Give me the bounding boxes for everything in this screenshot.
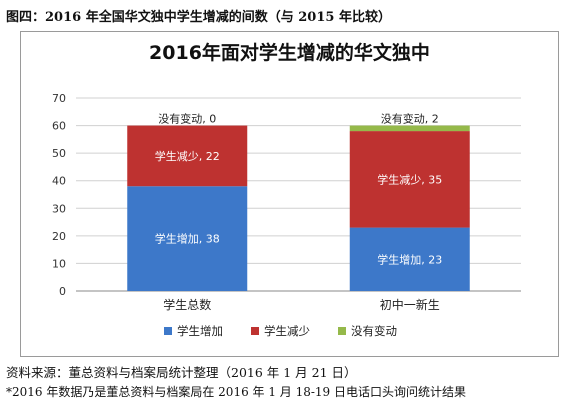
data-label: 学生减少, 35 [377, 172, 442, 186]
y-tick-label: 0 [59, 285, 66, 298]
bar-segment [127, 125, 248, 187]
x-tick-label: 学生总数 [163, 297, 211, 312]
y-tick-label: 20 [52, 230, 66, 243]
data-label: 学生增加, 23 [377, 252, 442, 266]
bar-segment [127, 186, 248, 291]
legend-label: 学生减少 [264, 324, 310, 338]
legend-swatch [338, 327, 346, 335]
legend-label: 学生增加 [177, 324, 223, 338]
y-tick-label: 10 [52, 257, 66, 270]
data-label: 学生减少, 22 [155, 149, 220, 163]
figure-caption: 图四：2016 年全国华文独中学生增减的间数（与 2015 年比较） [6, 10, 391, 25]
data-label: 学生增加, 38 [155, 232, 220, 246]
stacked-bar-chart: 0 10 20 30 40 50 60 70 学生增加, 38 学生减少, 22 没有变动, 0 学生… [52, 92, 521, 338]
footnote: *2016 年数据乃是董总资料与档案局在 2016 年 1 月 18-19 日电… [6, 385, 467, 399]
source-note: 资料来源：董总资料与档案局统计整理（2016 年 1 月 21 日） [6, 365, 357, 380]
y-tick-label: 60 [52, 120, 66, 133]
legend-swatch [164, 327, 172, 335]
data-label: 没有变动, 0 [158, 112, 216, 126]
x-tick-label: 初中一新生 [380, 297, 440, 312]
bar-segment [349, 125, 470, 132]
bar-segment [349, 131, 470, 228]
y-tick-label: 50 [52, 147, 66, 160]
y-tick-label: 40 [52, 175, 66, 188]
y-tick-label: 30 [52, 202, 66, 215]
chart-title: 2016年面对学生增减的华文独中 [149, 42, 430, 64]
chart-frame: 2016年面对学生增减的华文独中 0 10 20 30 40 50 60 70 学生增加, 38… [20, 31, 559, 357]
bar-segment [349, 227, 470, 291]
data-label: 没有变动, 2 [381, 112, 439, 126]
y-tick-label: 70 [52, 92, 66, 105]
legend-swatch [251, 327, 259, 335]
legend-label: 没有变动 [351, 324, 397, 338]
